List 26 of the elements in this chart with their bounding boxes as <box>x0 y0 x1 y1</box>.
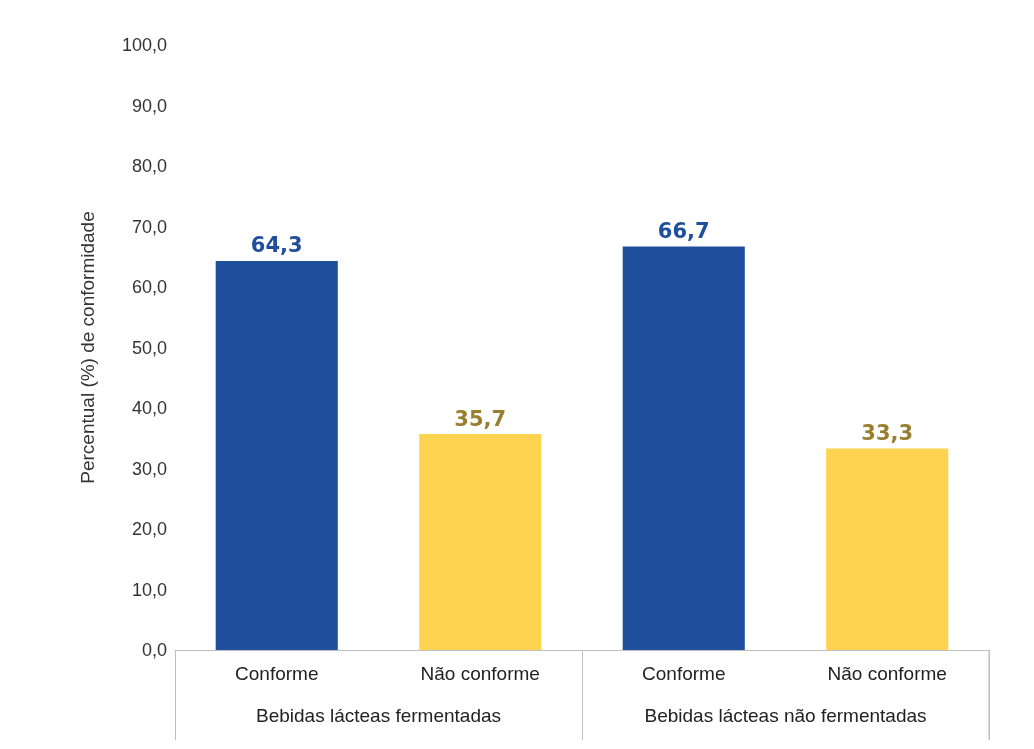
data-label: 33,3 <box>861 421 914 446</box>
data-label: 64,3 <box>250 233 303 258</box>
bar <box>622 246 745 650</box>
y-tick-label: 100,0 <box>121 35 167 55</box>
y-tick-label: 30,0 <box>131 458 167 479</box>
data-label: 66,7 <box>657 218 710 243</box>
text: Bebidas lácteas fermentadas <box>255 705 502 726</box>
y-tick-label: 80,0 <box>131 156 167 176</box>
y-tick-label: 20,0 <box>131 519 167 539</box>
x-tick-label: Conforme <box>235 663 319 684</box>
y-tick-label: 50,0 <box>131 337 167 358</box>
bar <box>826 448 949 650</box>
y-tick-label: 0,0 <box>141 640 167 660</box>
bar <box>419 434 542 650</box>
y-tick-label: 10,0 <box>131 579 167 600</box>
x-tick-label: Não conforme <box>827 663 947 684</box>
y-axis-title: Percentual (%) de conformidade <box>77 211 98 484</box>
y-tick-label: 60,0 <box>131 277 167 297</box>
x-tick-label: Não conforme <box>420 663 540 684</box>
x-tick-label: Conforme <box>642 663 726 684</box>
bar <box>215 260 338 650</box>
y-tick-label: 70,0 <box>131 216 167 237</box>
text: Bebidas lácteas não fermentadas <box>644 705 927 726</box>
y-tick-label: 40,0 <box>131 398 167 418</box>
y-tick-label: 90,0 <box>131 95 167 116</box>
data-label: 35,7 <box>454 406 507 431</box>
